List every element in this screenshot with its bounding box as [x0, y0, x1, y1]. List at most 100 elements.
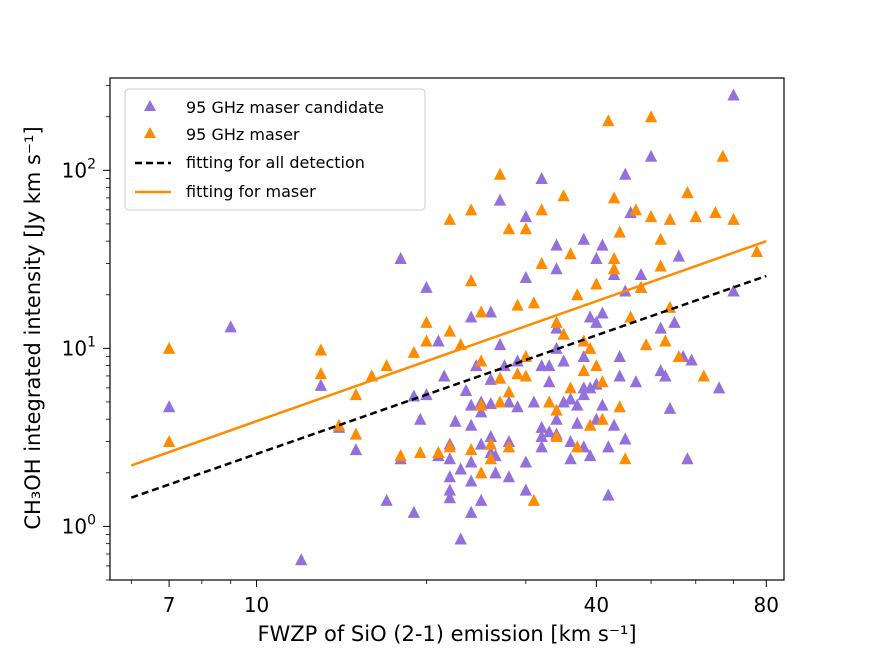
maser-point [314, 367, 328, 380]
fit-line-all-detection [130, 274, 767, 499]
maser-point [162, 434, 176, 447]
candidate-point [527, 395, 541, 408]
candidate-point [314, 378, 328, 391]
maser-point [619, 452, 632, 465]
candidate-point [571, 398, 584, 411]
maser-point [550, 403, 563, 416]
candidate-point [459, 383, 473, 397]
candidate-point [663, 401, 677, 414]
candidate-point [432, 334, 445, 347]
candidate-point [493, 193, 507, 206]
candidate-point [454, 532, 467, 545]
candidate-point [224, 320, 237, 333]
maser-point [474, 305, 488, 318]
candidate-point [464, 505, 478, 518]
candidate-point [543, 359, 556, 372]
candidate-point [474, 437, 488, 450]
candidate-point [596, 238, 609, 251]
maser-point [502, 222, 516, 235]
maser-point [349, 427, 363, 440]
candidate-point [577, 388, 590, 401]
maser-point [689, 210, 702, 223]
candidate-point [464, 418, 478, 431]
candidate-point [577, 350, 590, 363]
maser-point [644, 210, 658, 223]
maser-point [583, 341, 597, 354]
candidate-point [543, 425, 556, 438]
candidate-point [629, 375, 643, 388]
maser-point [607, 251, 621, 264]
maser-point [613, 400, 626, 413]
maser-point [639, 338, 653, 351]
candidate-point [685, 353, 698, 366]
legend: 95 GHz maser candidate 95 GHz maser fitt… [124, 88, 426, 211]
maser-point [659, 334, 672, 347]
legend-maser-label: 95 GHz maser [186, 125, 300, 144]
maser-point [543, 395, 556, 408]
maser-point [727, 212, 740, 225]
candidate-point [519, 483, 533, 496]
maser-point [484, 437, 497, 450]
candidate-point [511, 354, 524, 367]
maser-point [464, 443, 478, 456]
maser-point [493, 371, 507, 384]
maser-point [557, 189, 570, 202]
candidate-point [681, 452, 694, 465]
candidate-point [583, 310, 597, 323]
maser-point [672, 350, 686, 363]
candidate-point [484, 372, 497, 385]
y-tick-label: 102 [62, 156, 96, 182]
candidate-point [668, 315, 681, 328]
candidate-point [654, 321, 667, 334]
candidate-point [550, 238, 563, 251]
x-tick-label: 80 [754, 593, 779, 617]
candidate-point [443, 483, 456, 496]
maser-point [380, 359, 393, 372]
candidate-point [602, 488, 615, 501]
maser-point [420, 315, 433, 328]
maser-point [527, 493, 541, 506]
candidate-point [484, 397, 497, 410]
maser-point [474, 398, 488, 411]
maser-point [629, 203, 643, 216]
maser-point [571, 288, 584, 301]
candidate-point [438, 369, 451, 382]
candidate-point [498, 359, 511, 372]
maser-point [511, 367, 524, 380]
maser-point [613, 225, 626, 238]
maser-point [697, 369, 710, 382]
legend-candidate-marker [144, 100, 156, 111]
maser-point [535, 203, 548, 216]
maser-point [557, 327, 570, 340]
legend-all-fit-label: fitting for all detection [186, 153, 365, 172]
candidate-point [659, 369, 672, 382]
candidate-point [672, 249, 686, 262]
candidate-point [449, 414, 462, 427]
candidate-point [489, 466, 502, 479]
maser-point [654, 259, 667, 272]
candidate-point [564, 392, 577, 405]
y-axis-label: CH₃OH integrated intensity [Jy km s⁻¹] [21, 126, 45, 529]
maser-point [596, 412, 609, 425]
candidate-point [727, 284, 740, 297]
maser-point [634, 280, 648, 293]
x-tick-label: 7 [163, 593, 176, 617]
maser-point [407, 345, 421, 358]
maser-point [464, 274, 478, 287]
y-tick-label: 100 [62, 512, 96, 538]
candidate-point [420, 280, 433, 293]
candidate-point [550, 412, 563, 425]
maser-point [550, 315, 563, 328]
candidate-point [474, 405, 488, 418]
plot-content [130, 88, 767, 566]
candidate-point [634, 267, 648, 281]
candidate-point [394, 251, 407, 264]
maser-point [571, 440, 584, 453]
maser-point [607, 262, 621, 275]
candidate-point [535, 440, 548, 453]
candidate-point [474, 493, 488, 506]
maser-point [502, 385, 516, 398]
candidate-point [443, 452, 456, 465]
candidate-point [511, 400, 524, 413]
